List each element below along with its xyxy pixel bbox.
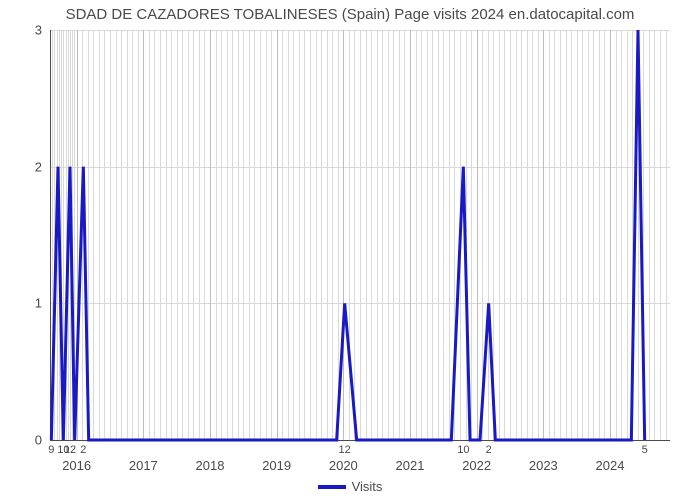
plot-area: 0123201620172018201920202021202220232024… — [50, 30, 670, 440]
x-tick-label: 2018 — [196, 458, 225, 473]
x-tick-label: 2020 — [329, 458, 358, 473]
value-label: 2 — [80, 444, 86, 456]
x-tick-label: 2021 — [396, 458, 425, 473]
value-label: 10 — [457, 444, 469, 456]
y-tick-label: 0 — [35, 433, 42, 448]
x-tick-label: 2019 — [262, 458, 291, 473]
visits-line — [50, 30, 670, 440]
chart-title: SDAD DE CAZADORES TOBALINESES (Spain) Pa… — [0, 6, 700, 23]
value-label: 12 — [339, 444, 351, 456]
x-tick-label: 2024 — [596, 458, 625, 473]
x-tick-label: 2017 — [129, 458, 158, 473]
x-tick-label: 2023 — [529, 458, 558, 473]
legend-label: Visits — [352, 479, 383, 494]
x-tick-label: 2016 — [62, 458, 91, 473]
value-label: 2 — [486, 444, 492, 456]
value-label: 12 — [64, 444, 76, 456]
y-tick-label: 1 — [35, 296, 42, 311]
x-tick-label: 2022 — [462, 458, 491, 473]
value-label: 5 — [642, 444, 648, 456]
y-tick-label: 3 — [35, 23, 42, 38]
y-tick-label: 2 — [35, 159, 42, 174]
value-label: 9 — [48, 444, 54, 456]
legend: Visits — [0, 479, 700, 494]
legend-swatch — [318, 485, 346, 489]
